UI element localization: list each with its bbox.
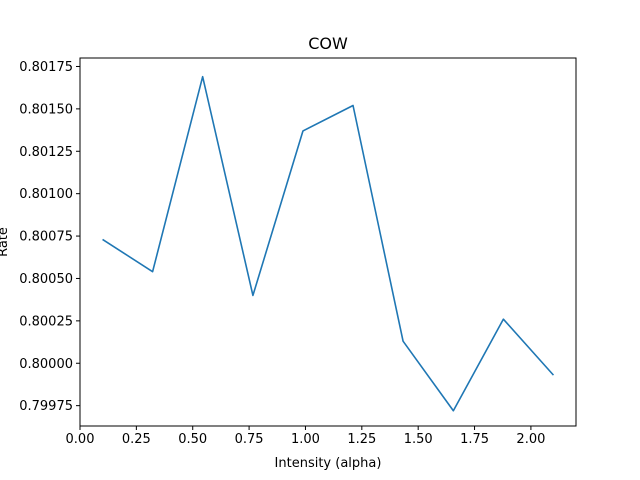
series-layer — [102, 75, 555, 412]
y-axis-label: Rate — [0, 227, 11, 257]
x-tick-label: 0.75 — [235, 432, 264, 447]
x-axis-ticks: 0.00 0.25 0.50 0.75 1.00 1.25 1.50 1.75 2.00 — [66, 426, 545, 447]
y-tick-label: 0.80150 — [19, 102, 73, 117]
x-tick-label: 1.25 — [347, 432, 376, 447]
x-tick-label: 0.25 — [122, 432, 151, 447]
y-tick-label: 0.80100 — [19, 187, 73, 202]
x-tick-label: 1.75 — [460, 432, 489, 447]
y-tick-label: 0.80000 — [19, 357, 73, 372]
y-tick-label: 0.80125 — [19, 145, 73, 160]
y-tick-label: 0.79975 — [19, 399, 73, 414]
series-line — [102, 75, 555, 412]
y-tick-label: 0.80025 — [19, 314, 73, 329]
plot-frame — [79, 57, 577, 427]
y-axis-ticks: 0.79975 0.80000 0.80025 0.80050 0.80075 0.801… — [19, 60, 80, 414]
y-tick-label: 0.80050 — [19, 272, 73, 287]
chart-title: COW — [308, 34, 348, 53]
x-axis-label: Intensity (alpha) — [275, 456, 382, 471]
x-tick-label: 0.00 — [66, 432, 95, 447]
x-tick-label: 1.50 — [404, 432, 433, 447]
x-tick-label: 1.00 — [291, 432, 320, 447]
x-tick-label: 0.50 — [178, 432, 207, 447]
y-tick-label: 0.80175 — [19, 60, 73, 75]
x-tick-label: 2.00 — [516, 432, 545, 447]
y-tick-label: 0.80075 — [19, 230, 73, 245]
